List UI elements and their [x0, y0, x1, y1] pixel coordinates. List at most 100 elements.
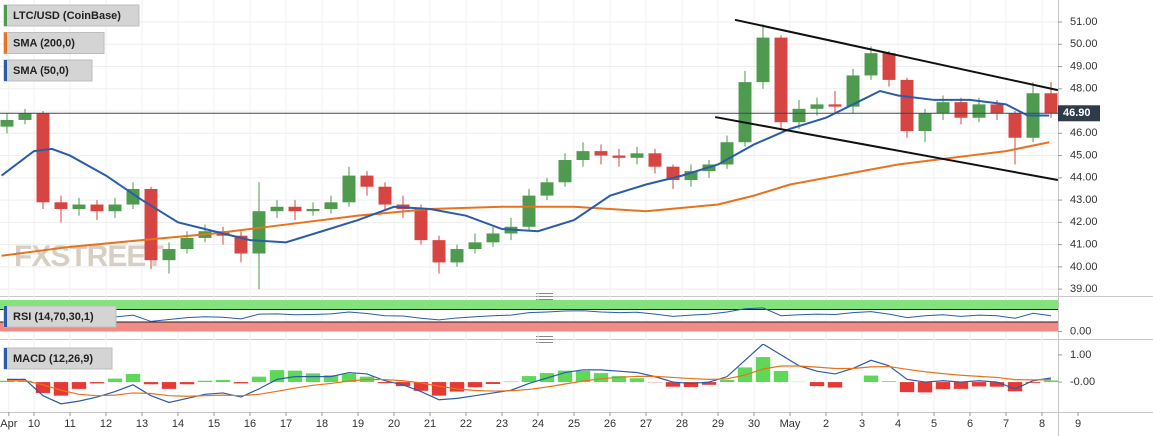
histogram-bar [395, 382, 411, 387]
plot [0, 344, 1058, 405]
candle-body [522, 195, 536, 227]
candle-body [594, 151, 608, 156]
last-price-label: 46.90 [1063, 107, 1091, 119]
histogram-bar [179, 382, 195, 385]
x-tick-label: 24 [532, 418, 544, 430]
x-tick-label: 21 [424, 418, 436, 430]
x-tick-label: 26 [604, 418, 616, 430]
rsi-line [6, 307, 1052, 322]
histogram-bar [593, 373, 609, 383]
y-tick-label: 43.00 [1070, 194, 1098, 206]
histogram-bar [413, 382, 429, 391]
histogram-bar [269, 370, 285, 383]
histogram-bar [467, 382, 483, 388]
histogram-bar [323, 375, 339, 383]
x-tick-label: 2 [823, 418, 829, 430]
histogram-bar [215, 379, 231, 383]
candle-body [468, 242, 482, 250]
histogram-bar [89, 382, 105, 384]
resize-handle[interactable] [536, 293, 553, 300]
legend-swatch [4, 32, 7, 54]
candle-body [648, 153, 662, 167]
candle-body [810, 104, 824, 109]
candle-body [882, 53, 896, 80]
candle-body [738, 82, 752, 143]
sma-line [0, 89, 1050, 244]
histogram-bar [341, 373, 357, 383]
candle-body [108, 204, 122, 212]
oversold-zone [0, 322, 1058, 332]
candle-body [360, 175, 374, 187]
x-tick-label: 10 [28, 418, 40, 430]
x-tick-label: 15 [208, 418, 220, 430]
x-tick-label: 28 [676, 418, 688, 430]
histogram-bar [197, 380, 213, 383]
candle-body [486, 233, 500, 243]
x-tick-label: 3 [859, 418, 865, 430]
histogram-bar [521, 376, 537, 383]
y-tick-label: 51.00 [1070, 16, 1098, 28]
candle-body [450, 249, 464, 263]
legend-label: SMA (50,0) [13, 65, 69, 77]
histogram-bar [935, 382, 951, 390]
histogram-bar [35, 382, 51, 393]
histogram-bar [305, 373, 321, 383]
candle-body [756, 37, 770, 83]
histogram-bar [503, 381, 519, 383]
legend-swatch [4, 60, 7, 81]
x-tick-label: 9 [1075, 418, 1081, 430]
x-tick-label: 16 [244, 418, 256, 430]
legend-swatch [4, 348, 7, 369]
candle-body [936, 102, 950, 114]
candle-body [828, 104, 842, 107]
candle-body [414, 208, 428, 241]
x-tick-label: 7 [1003, 418, 1009, 430]
histogram-bar [107, 378, 123, 383]
histogram-bar [431, 382, 447, 396]
candle-body [1008, 113, 1022, 138]
legend-swatch [4, 306, 7, 327]
legend-swatch [4, 5, 7, 26]
x-tick-label: 27 [640, 418, 652, 430]
last-price-box [1058, 105, 1100, 122]
x-tick-label: 19 [352, 418, 364, 430]
histogram-bar [953, 382, 969, 389]
candle-body [630, 153, 644, 158]
y-tick-label: 41.00 [1070, 238, 1098, 250]
x-tick-label: 17 [280, 418, 292, 430]
x-tick-label: 18 [316, 418, 328, 430]
candle-body [36, 113, 50, 203]
y-tick-label: 39.00 [1070, 283, 1098, 295]
candle-body [252, 211, 266, 254]
histogram-bar [233, 382, 249, 384]
candle-body [0, 119, 14, 127]
x-tick-label: 23 [496, 418, 508, 430]
x-tick-label: 13 [136, 418, 148, 430]
resize-handle[interactable] [536, 336, 553, 343]
candle-body [288, 206, 302, 212]
candle-body [234, 235, 248, 254]
x-tick-label: 12 [100, 418, 112, 430]
histogram-bar [701, 382, 717, 385]
histogram-bar [1025, 382, 1041, 383]
x-tick-label: 8 [1039, 418, 1045, 430]
candle-body [972, 104, 986, 118]
x-tick-label: 20 [388, 418, 400, 430]
histogram-bar [161, 382, 177, 389]
candle-body [864, 53, 878, 76]
histogram-bar [449, 382, 465, 392]
candle-body [18, 113, 32, 120]
candle-body [432, 240, 446, 263]
trend-line [714, 116, 1058, 182]
legend-label: LTC/USD (CoinBase) [13, 10, 121, 22]
candle-body [918, 113, 932, 132]
candle-body [54, 202, 68, 209]
histogram-bar [881, 381, 897, 383]
histogram-bar [899, 382, 915, 393]
candle-body [162, 249, 176, 261]
histogram-bar [629, 378, 645, 383]
candle-body [576, 151, 590, 161]
histogram-bar [683, 382, 699, 387]
histogram-bar [125, 373, 141, 383]
histogram-bar [485, 382, 501, 384]
